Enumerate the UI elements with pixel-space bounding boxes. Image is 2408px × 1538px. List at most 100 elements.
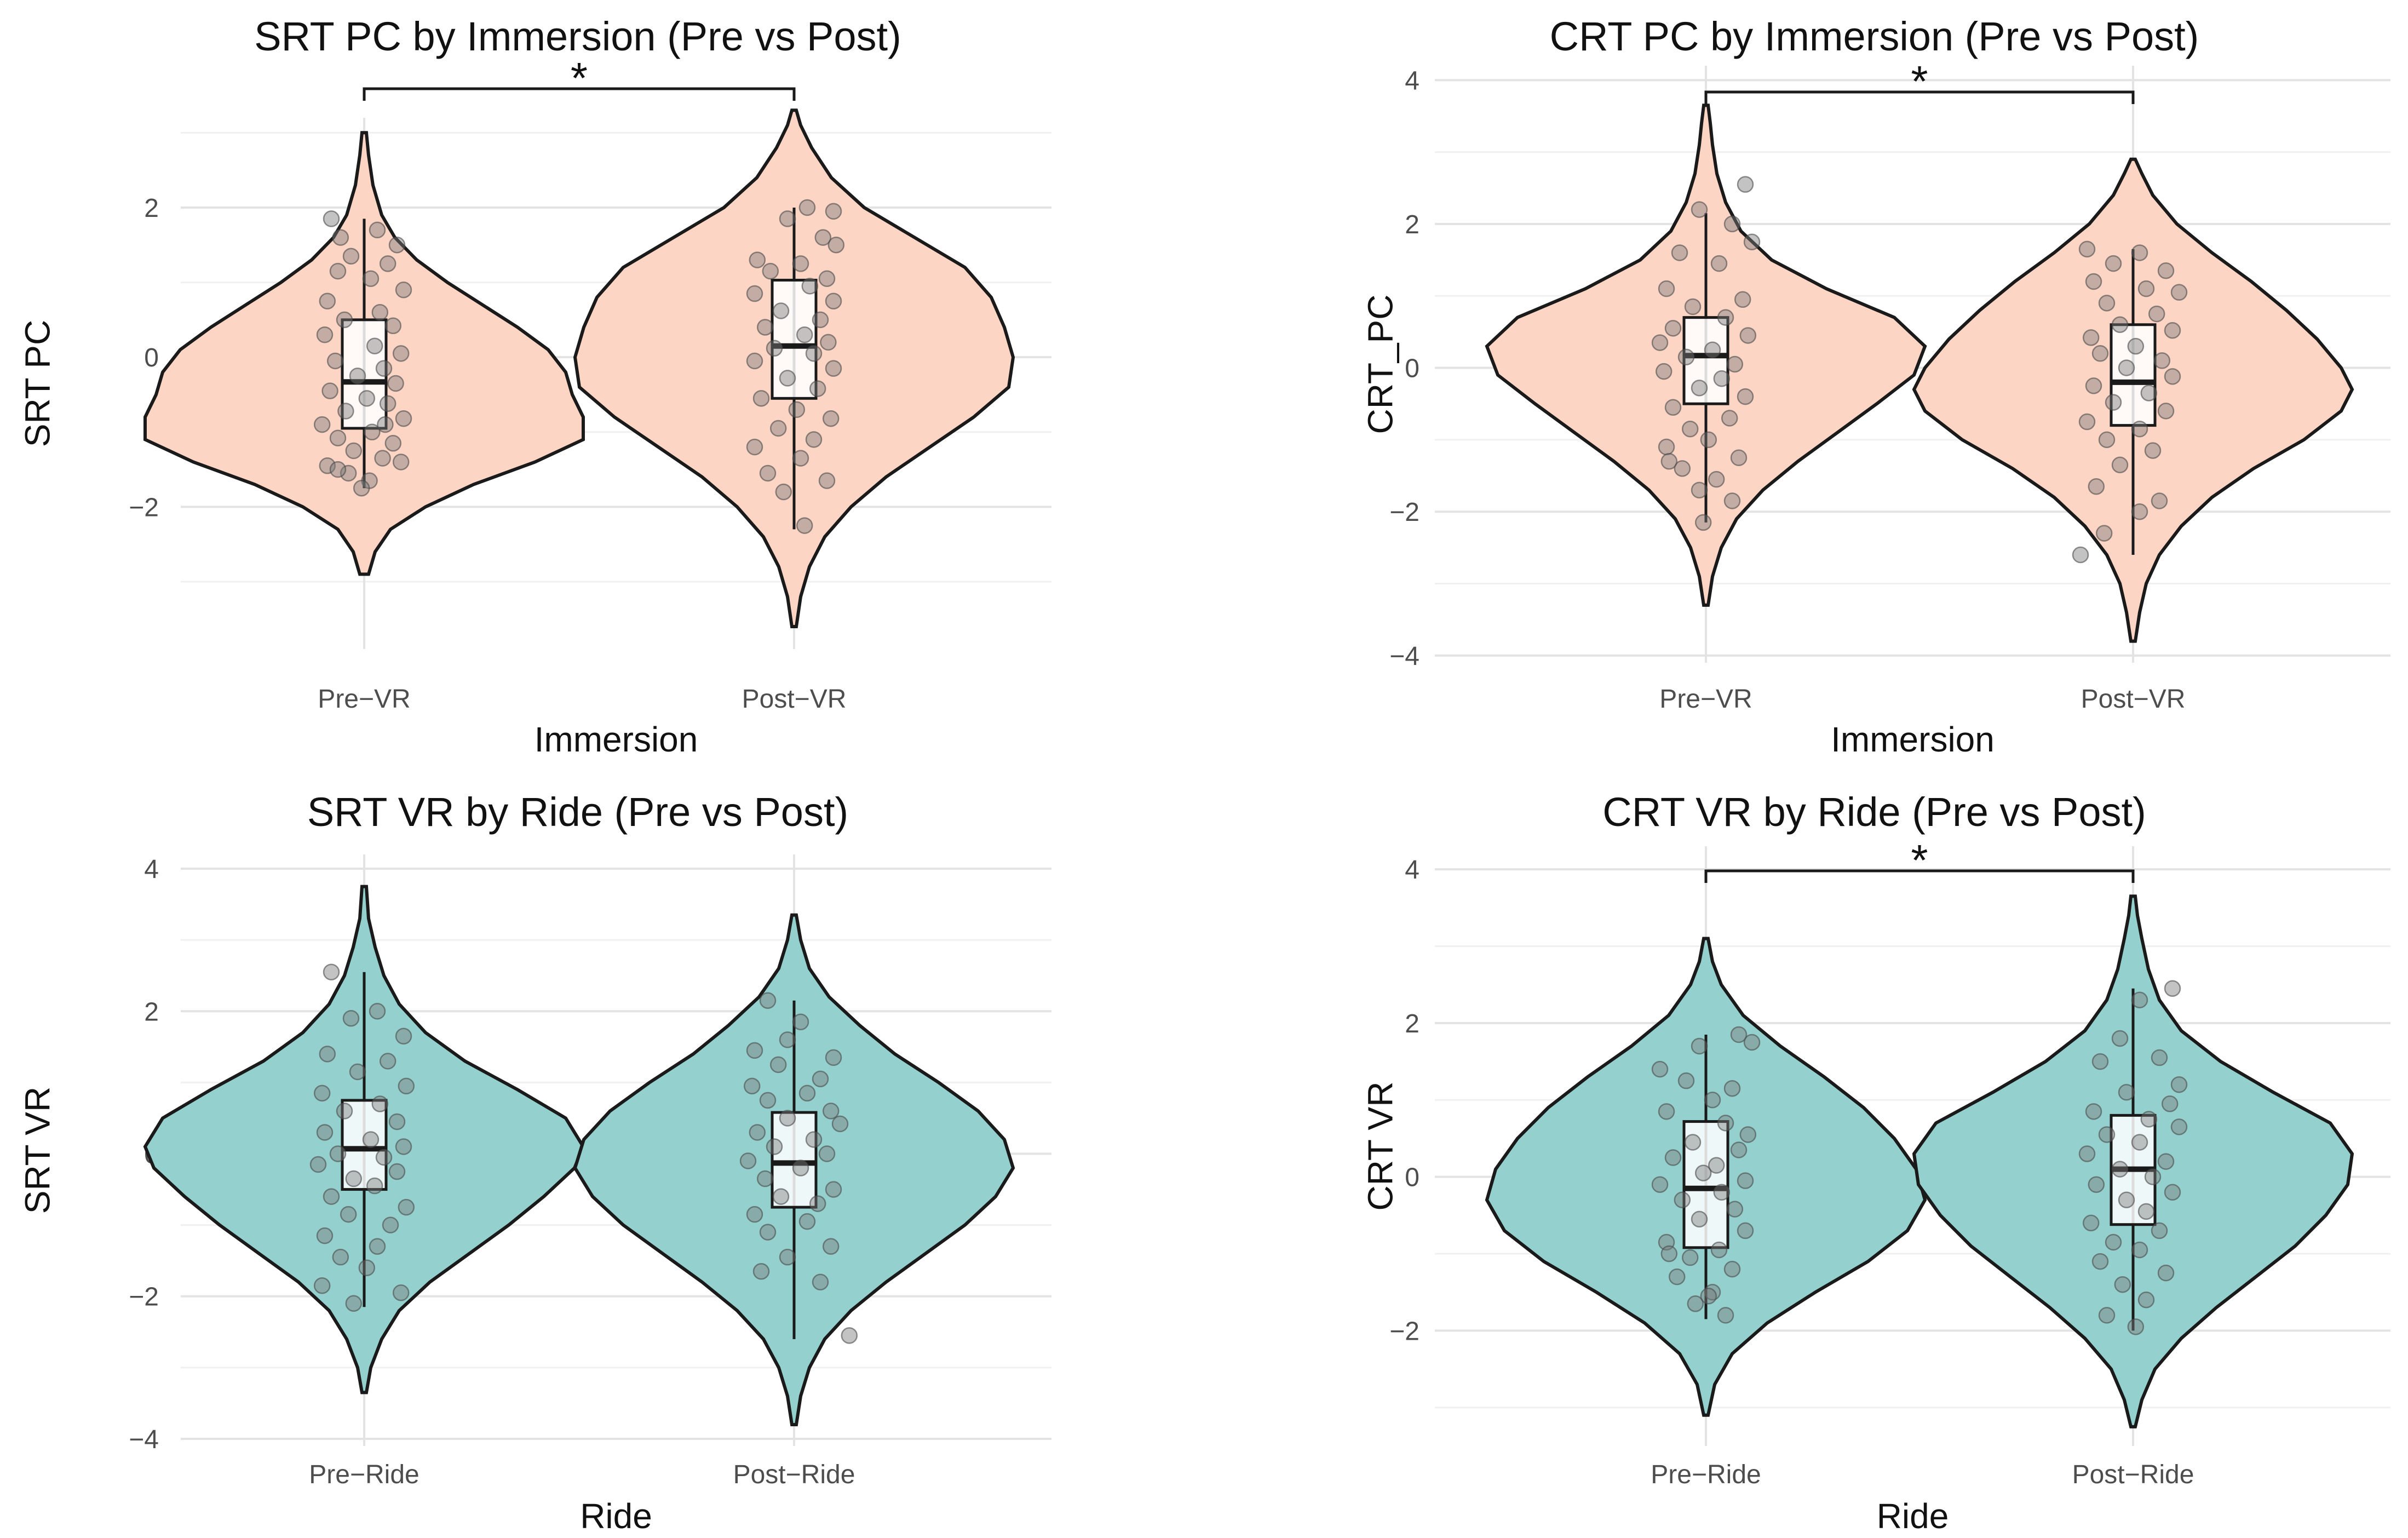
data-point [1691,380,1708,397]
data-point [1687,1295,1704,1312]
data-point [388,1163,406,1180]
data-point [822,410,840,427]
data-point [2157,403,2175,420]
significance-label: * [571,54,588,102]
data-point [746,1206,763,1223]
y-tick-label: 2 [144,997,159,1026]
violin-group-2 [573,108,1015,628]
data-point [1721,410,1738,427]
chart-panel-1: −2 0 2 Pre−VR Post−VR *SRT PC by Immersion (P… [18,14,1051,759]
data-point [2118,1191,2135,1209]
data-point [1710,1241,1728,1259]
data-point [395,1138,412,1155]
data-point [369,1003,386,1020]
data-point [332,1248,349,1266]
data-point [788,401,806,418]
data-point [2098,1307,2116,1324]
data-point [2131,420,2148,438]
x-tick-label: Post−VR [742,685,847,714]
y-axis-label: SRT VR [18,1087,57,1214]
box-iqr [341,1099,388,1191]
data-point [1717,1307,1734,1324]
data-point [805,431,823,448]
data-point [1730,1141,1748,1158]
data-point [2164,1184,2181,1201]
y-tick-label: 4 [1405,856,1419,885]
data-point [2105,255,2122,272]
data-point [2131,1134,2148,1151]
data-point [1739,327,1757,344]
violin-group-2 [1912,894,2354,1428]
y-tick-label: 0 [1405,1163,1419,1192]
data-point [792,450,809,467]
data-point [2144,1168,2162,1185]
data-point [345,1170,363,1187]
data-point [398,1077,415,1095]
data-point [1658,438,1675,456]
x-axis-label: Ride [1877,1496,1949,1536]
data-point [2091,1053,2109,1070]
data-point [1674,1191,1691,1209]
data-point [1677,1072,1695,1089]
data-point [2127,337,2145,355]
data-point [749,1124,766,1141]
data-point [1717,1115,1734,1132]
x-axis-label: Ride [580,1496,652,1536]
data-point [353,480,370,497]
data-point [388,237,406,254]
data-point [388,1113,406,1130]
x-tick-label: Post−Ride [2072,1460,2194,1489]
y-tick-label: −4 [129,1425,159,1454]
x-tick-label: Pre−Ride [1651,1460,1761,1489]
data-point [1668,1268,1686,1286]
chart-title: CRT VR by Ride (Pre vs Post) [1602,789,2146,835]
data-point [1655,363,1673,380]
data-point [825,1049,842,1066]
data-point [1713,1184,1731,1201]
data-point [1743,233,1761,250]
data-point [801,278,819,295]
data-point [2072,546,2089,564]
data-point [374,450,391,467]
data-point [1704,341,1721,358]
data-point [1726,1201,1744,1218]
data-point [1710,255,1728,272]
significance-label: * [1911,836,1928,885]
data-point [349,1063,366,1081]
data-point [2157,262,2175,279]
y-axis-label: CRT_PC [1360,295,1400,434]
data-point [759,464,777,482]
y-tick-label: −2 [1389,1317,1419,1346]
data-point [2088,1176,2105,1193]
data-point [2111,316,2129,334]
data-point [818,270,836,287]
data-point [2118,1083,2135,1101]
bracket-line [1704,90,2135,104]
data-point [792,255,809,272]
data-point [369,1238,386,1255]
data-point [779,1248,796,1266]
data-point [772,302,790,319]
data-point [752,1262,770,1280]
data-point [1651,1176,1669,1193]
data-point [1684,298,1702,315]
data-point [329,461,347,478]
y-tick-label: −4 [1389,642,1419,671]
data-point [1730,1026,1748,1043]
data-point [1664,1149,1682,1166]
data-point [779,210,796,227]
y-tick-label: −2 [129,493,159,522]
data-point [395,281,412,299]
data-point [1677,348,1695,366]
data-point [2151,1222,2168,1239]
data-point [805,1131,823,1148]
data-point [1694,1164,1712,1181]
data-point [323,1188,340,1205]
data-point [779,1031,796,1048]
data-point [1674,460,1691,477]
chart-panel-2: −4 −2 0 2 4 Pre−VR Post−VR *CRT PC by Immersion… [1360,14,2390,759]
data-point [342,248,360,265]
data-point [1691,201,1708,218]
data-point [2140,1111,2158,1128]
